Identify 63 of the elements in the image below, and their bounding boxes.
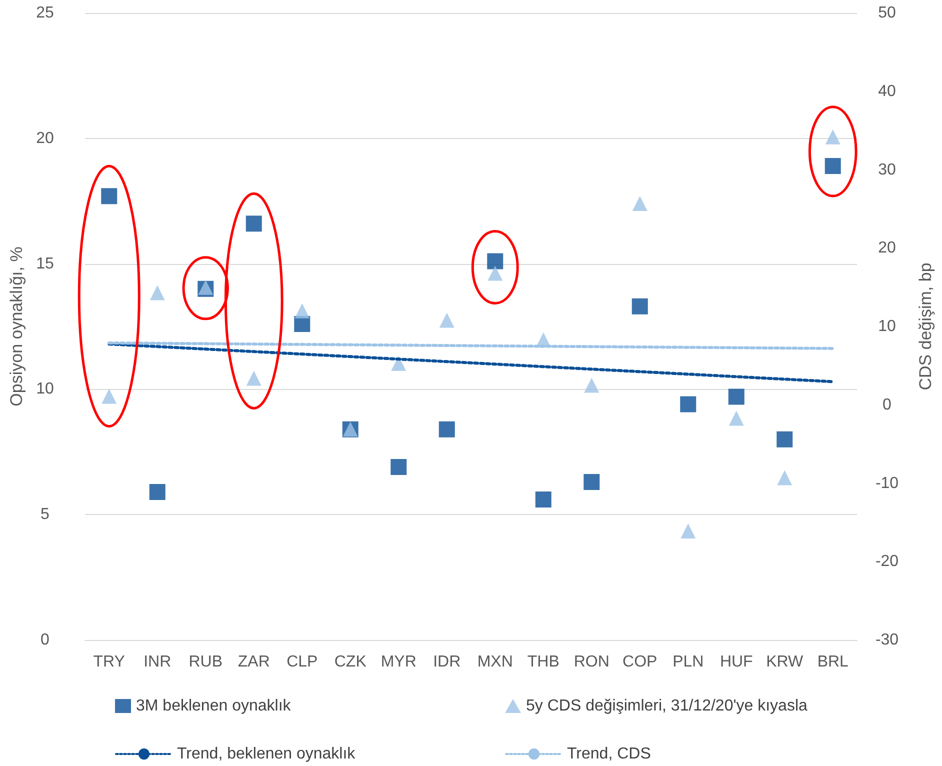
y-tick-label: 5 (40, 506, 50, 524)
point (150, 285, 165, 300)
y-axis-title: Opsiyon oynaklığı, % (7, 246, 26, 406)
point (728, 388, 744, 405)
x-tick-label: INR (144, 654, 172, 670)
point (680, 524, 696, 539)
y-tick-label: 10 (36, 380, 54, 398)
point (825, 129, 840, 144)
point (535, 492, 552, 508)
point (149, 484, 166, 500)
x-tick-label: CLP (286, 654, 318, 670)
y2-tick-label: 0 (882, 396, 892, 414)
point (824, 158, 841, 174)
point (294, 303, 310, 318)
point (391, 356, 406, 371)
point (438, 421, 455, 438)
legend-label: 5y CDS değişimleri, 31/12/20'ye kıyasla (526, 698, 808, 714)
y2-tick-label: -10 (875, 474, 899, 492)
point (488, 266, 503, 281)
point (246, 216, 262, 232)
y2-tick-label: -30 (875, 632, 899, 648)
x-tick-label: KRW (766, 654, 804, 670)
y2-tick-label: -20 (875, 553, 899, 570)
y-tick-label: 20 (36, 130, 54, 147)
y2-tick-label: 30 (878, 161, 896, 178)
point (728, 410, 744, 426)
x-tick-label: IDR (433, 654, 461, 670)
point (777, 470, 792, 486)
legend-label: Trend, CDS (567, 746, 651, 762)
y2-tick-label: 50 (878, 4, 896, 22)
legend-label: Trend, beklenen oynaklık (177, 746, 356, 762)
y-tick-label: 25 (36, 4, 54, 22)
point (390, 458, 407, 475)
x-tick-label: ZAR (238, 654, 270, 670)
point (101, 188, 118, 204)
point (632, 196, 648, 211)
legend-label: 3M beklenen oynaklık (136, 698, 292, 714)
point (487, 253, 504, 270)
y2-tick-label: 10 (878, 318, 896, 335)
x-tick-label: PLN (672, 654, 704, 670)
x-tick-label: CZK (334, 654, 367, 670)
point (439, 312, 454, 328)
point (584, 474, 600, 490)
point (102, 388, 117, 404)
point (680, 396, 696, 412)
y2-tick-label: 20 (878, 240, 896, 257)
point (584, 378, 600, 393)
x-tick-label: MYR (380, 654, 416, 670)
point (776, 431, 793, 448)
x-tick-label: COP (622, 654, 658, 670)
x-tick-label: HUF (720, 654, 754, 670)
x-tick-label: TRY (93, 654, 126, 670)
x-tick-label: MXN (477, 654, 513, 670)
y-tick-label: 15 (36, 255, 54, 272)
x-tick-label: RON (574, 654, 610, 670)
y2-tick-label: 40 (878, 82, 896, 100)
point (246, 370, 262, 386)
x-tick-label: BRL (817, 654, 849, 670)
x-tick-label: RUB (188, 654, 223, 670)
x-tick-label: THB (527, 654, 560, 670)
point (632, 298, 648, 314)
y2-axis-title: CDS değişim, bp (916, 262, 935, 390)
y-tick-label: 0 (40, 632, 50, 648)
